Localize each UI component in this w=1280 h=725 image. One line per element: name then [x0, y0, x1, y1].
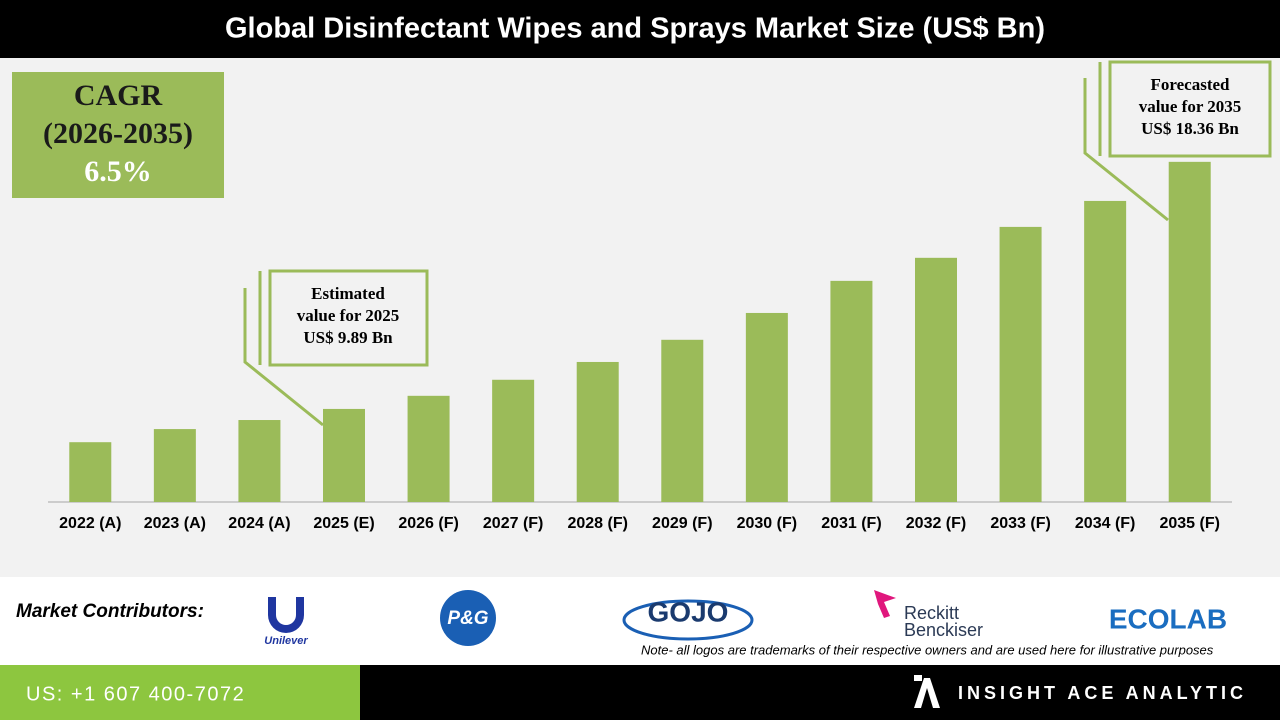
bar [69, 442, 112, 502]
x-tick-label: 2023 (A) [144, 515, 206, 532]
bar [576, 361, 619, 502]
logo-mark [874, 590, 896, 618]
x-tick-label: 2031 (F) [821, 515, 881, 532]
phone-bar [0, 665, 360, 720]
x-tick-label: 2027 (F) [483, 515, 543, 532]
company: INSIGHT ACE ANALYTIC [958, 683, 1247, 703]
logo: Benckiser [904, 620, 983, 640]
logo-mark [268, 597, 304, 633]
logo: Unilever [264, 635, 308, 647]
cagr-box [12, 72, 224, 198]
bar [745, 312, 788, 502]
annotation: US$ 9.89 Bn [303, 328, 393, 347]
bar [492, 379, 535, 502]
annotation: value for 2025 [297, 306, 400, 325]
bar [153, 429, 196, 502]
callout-box [1108, 60, 1272, 158]
x-tick-label: 2030 (F) [737, 515, 797, 532]
phone: US: +1 607 400-7072 [26, 683, 245, 705]
bar [915, 257, 957, 502]
logo: ECOLAB [1109, 603, 1227, 634]
x-tick-label: 2022 (A) [59, 515, 121, 532]
cagr-text: CAGR [74, 79, 163, 112]
bar [1168, 161, 1211, 502]
cagr-text: 6.5% [84, 155, 152, 188]
bar [407, 395, 450, 502]
annotation: US$ 18.36 Bn [1141, 119, 1239, 138]
callouts [243, 60, 1272, 427]
logo: GOJO [648, 596, 729, 627]
brand-bar [360, 665, 1280, 720]
chart-title: Global Disinfectant Wipes and Sprays Mar… [225, 13, 1045, 45]
logo-mark [440, 590, 496, 646]
bar [323, 408, 365, 502]
bar [1084, 200, 1127, 502]
x-tick-label: 2032 (F) [906, 515, 966, 532]
callout-leader [243, 288, 324, 427]
x-tick-label: 2024 (A) [228, 515, 290, 532]
logo: P&G [447, 608, 488, 629]
x-tick-label: 2033 (F) [990, 515, 1050, 532]
annotation: Estimated [311, 284, 385, 303]
footer [0, 577, 1280, 665]
brand-mark [914, 675, 940, 708]
x-tick-label: 2026 (F) [398, 515, 458, 532]
contributors-label: Market Contributors: [16, 601, 204, 622]
x-tick-label: 2034 (F) [1075, 515, 1135, 532]
logo-mark [622, 599, 754, 641]
x-tick-label: 2025 (E) [313, 515, 374, 532]
annotation: value for 2035 [1139, 97, 1242, 116]
cagr-text: (2026-2035) [43, 117, 193, 150]
callout-leader [1083, 78, 1169, 222]
bar [999, 226, 1042, 503]
title-bar [0, 0, 1280, 58]
bar [238, 420, 281, 502]
x-tick-label: 2029 (F) [652, 515, 712, 532]
x-tick-label: 2035 (F) [1159, 515, 1219, 532]
bar [661, 339, 704, 502]
callout-box [268, 269, 429, 367]
annotation: Forecasted [1151, 75, 1231, 94]
x-tick-label: 2028 (F) [567, 515, 627, 532]
bar [830, 280, 873, 502]
note: Note- all logos are trademarks of their … [641, 642, 1214, 657]
logo: Reckitt [904, 603, 959, 623]
